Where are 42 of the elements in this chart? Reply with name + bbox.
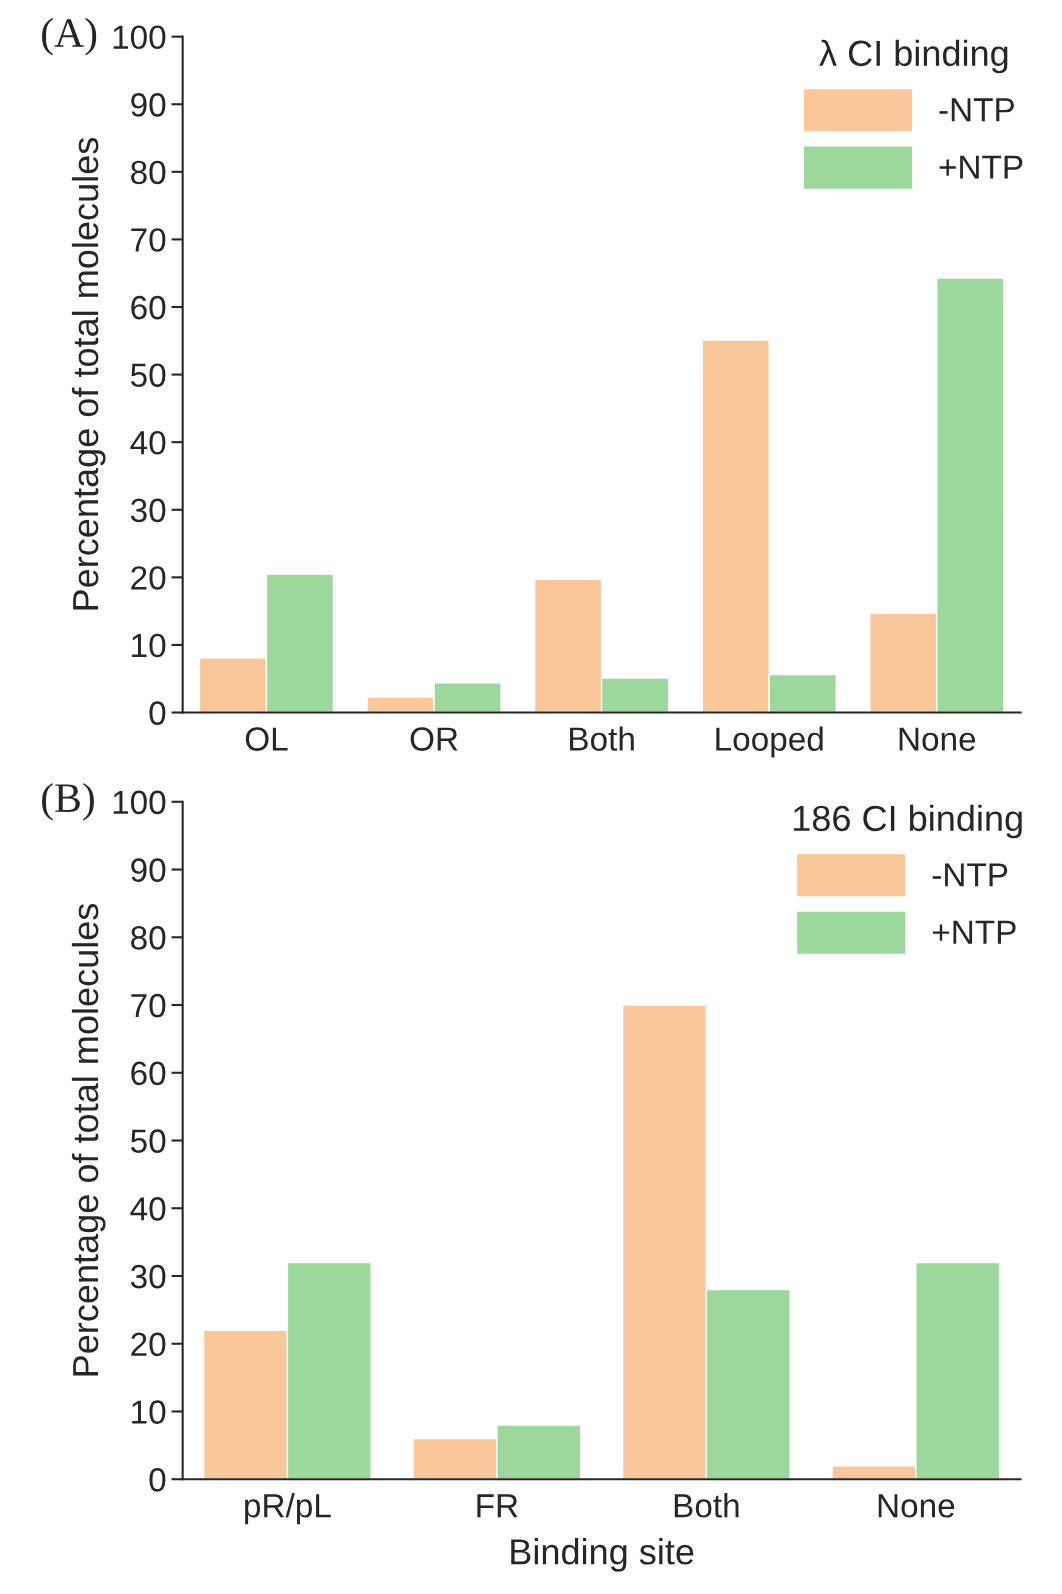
y-tick-label: 40: [130, 1197, 166, 1221]
x-tick-label: Looped: [716, 726, 823, 758]
y-axis-title: Percentage of total molecules: [71, 903, 106, 1376]
y-tick-label: 60: [131, 1061, 166, 1086]
y-tick-label: 80: [131, 926, 166, 950]
y-tick-label: 0: [149, 1468, 166, 1492]
y-tick-label: 50: [130, 363, 166, 387]
x-tick-label: pR/pL: [245, 1493, 331, 1525]
x-tick-label: OR: [410, 727, 458, 751]
y-tick-label: 30: [130, 498, 166, 523]
y-tick-label: 20: [131, 1332, 166, 1357]
legend-title: 186 CI binding: [793, 804, 1022, 839]
y-tick-label: 100: [113, 790, 166, 815]
y-tick-label: 100: [113, 25, 166, 50]
y-tick-label: 20: [131, 566, 166, 590]
legend-label: +NTP: [939, 155, 1023, 179]
y-tick-label: 90: [131, 858, 166, 882]
y-tick-label: 10: [132, 1400, 166, 1424]
legend-label: -NTP: [939, 98, 1014, 122]
x-tick-label: OL: [245, 727, 288, 751]
x-tick-label: Both: [674, 1493, 739, 1518]
y-tick-label: 70: [131, 993, 166, 1018]
y-tick-label: 50: [130, 1129, 166, 1153]
y-tick-label: 70: [131, 228, 166, 252]
text: (A): [42, 17, 97, 56]
legend-label: -NTP: [932, 863, 1008, 887]
text: (B): [42, 782, 94, 821]
y-tick-label: 30: [130, 1264, 166, 1289]
legend-title: λ CI binding: [819, 39, 1008, 74]
y-tick-label: 40: [130, 430, 166, 455]
x-axis-title: Binding site: [511, 1538, 694, 1572]
y-tick-label: 60: [131, 295, 166, 320]
x-tick-label: Both: [570, 726, 634, 751]
y-tick-label: 10: [132, 633, 166, 658]
y-tick-label: 0: [149, 701, 166, 725]
y-tick-label: 90: [131, 93, 166, 117]
x-tick-label: FR: [477, 1494, 518, 1518]
legend-label: +NTP: [932, 920, 1016, 944]
y-tick-label: 80: [131, 160, 166, 185]
x-tick-label: None: [878, 1494, 955, 1518]
x-tick-label: None: [899, 727, 976, 751]
y-axis-title: Percentage of total molecules: [71, 138, 106, 610]
